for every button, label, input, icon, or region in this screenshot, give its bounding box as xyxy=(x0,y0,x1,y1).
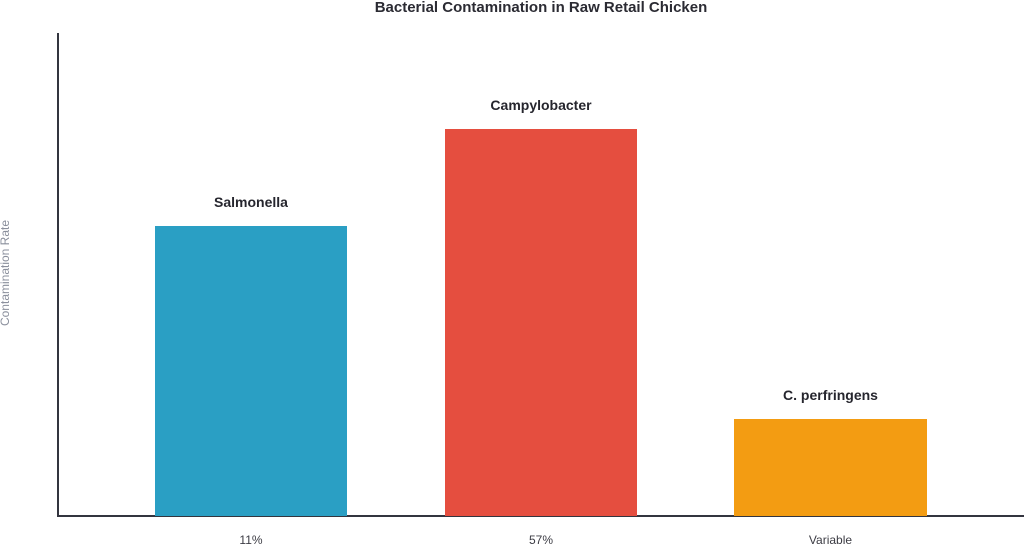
bar-c-perfringens xyxy=(734,419,927,516)
x-tick-label-c-perfringens: Variable xyxy=(808,533,853,547)
x-axis-line xyxy=(57,515,1024,517)
bar-label-c-perfringens: C. perfringens xyxy=(783,387,878,403)
chart-title: Bacterial Contamination in Raw Retail Ch… xyxy=(374,0,708,16)
x-tick-label-salmonella: 11% xyxy=(239,533,263,547)
bar-label-salmonella: Salmonella xyxy=(214,194,288,210)
x-tick-label-campylobacter: 57% xyxy=(528,533,554,547)
y-axis-label: Contamination Rate xyxy=(0,219,12,327)
bar-label-campylobacter: Campylobacter xyxy=(490,97,592,113)
bar-salmonella xyxy=(155,226,347,516)
y-axis-line xyxy=(57,33,59,517)
bar-campylobacter xyxy=(445,129,637,516)
